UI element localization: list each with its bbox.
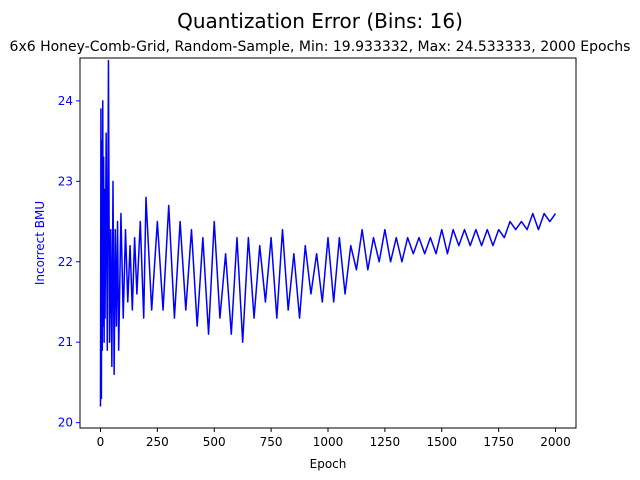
plot-area [99,59,557,407]
chart-title: Quantization Error (Bins: 16) [177,9,463,33]
x-tick-label: 1750 [483,435,514,449]
y-tick-label: 21 [58,335,73,349]
y-axis-label: Incorrect BMU [33,201,47,285]
x-tick-label: 2000 [540,435,571,449]
x-axis: 0 250 500 750 1000 1250 1500 1750 2000 [97,428,571,449]
x-tick-label: 1500 [426,435,457,449]
y-tick-label: 24 [58,94,73,108]
chart-subtitle: 6x6 Honey-Comb-Grid, Random-Sample, Min:… [10,39,631,55]
y-tick-label: 20 [58,416,73,430]
y-tick-label: 22 [58,255,73,269]
x-tick-label: 0 [97,435,105,449]
series-line-0 [99,59,557,407]
x-tick-label: 750 [260,435,283,449]
x-tick-label: 250 [146,435,169,449]
x-tick-label: 1250 [370,435,401,449]
x-axis-label: Epoch [310,457,347,471]
x-tick-label: 500 [203,435,226,449]
y-axis: 20 21 22 23 24 [58,94,80,430]
x-tick-label: 1000 [313,435,344,449]
y-tick-label: 23 [58,174,73,188]
